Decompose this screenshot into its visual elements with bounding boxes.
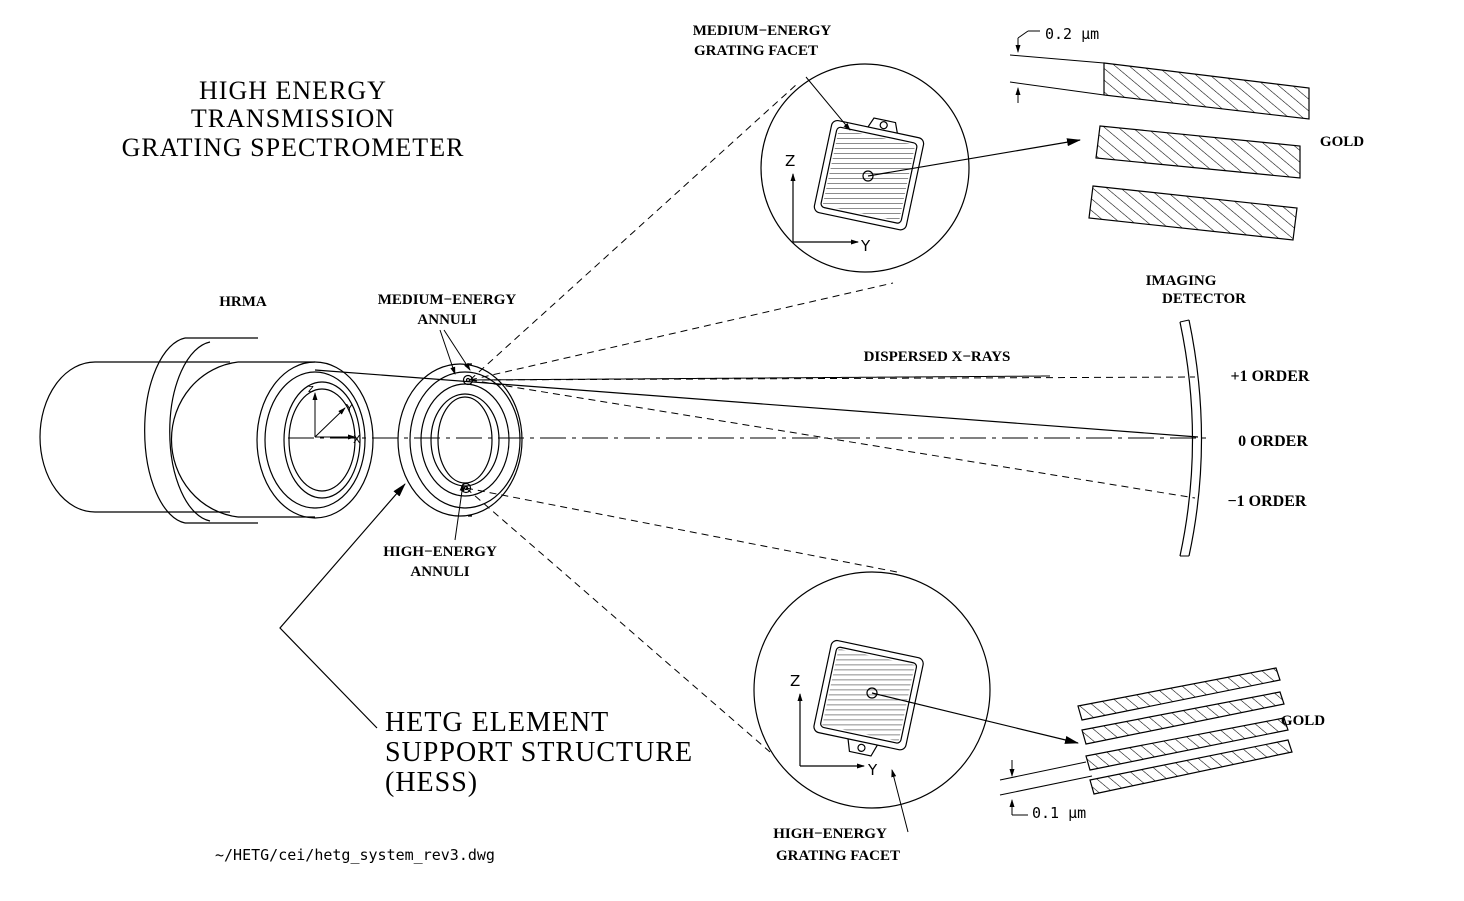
hess-ring bbox=[397, 363, 523, 517]
high-facet-label-2: GRATING FACET bbox=[776, 848, 900, 864]
detector-label-1: IMAGING bbox=[1146, 273, 1217, 289]
gold-bars-bottom bbox=[999, 667, 1293, 816]
gold-bars-top bbox=[1009, 30, 1310, 241]
medium-annuli-label-1: MEDIUM−ENERGY bbox=[378, 292, 517, 308]
hrma-y-axis-label: Y bbox=[345, 402, 353, 415]
high-annuli-label-2: ANNULI bbox=[410, 564, 469, 580]
medium-annuli-callout: MEDIUM−ENERGY ANNULI bbox=[378, 292, 517, 375]
medium-facet-z-label: Z bbox=[785, 152, 795, 170]
hrma-z-axis-label: z bbox=[308, 382, 314, 395]
title-line-1: HIGH ENERGY bbox=[199, 76, 387, 105]
high-annuli-label-1: HIGH−ENERGY bbox=[383, 544, 497, 560]
imaging-detector bbox=[1179, 319, 1203, 557]
detector-label-2: DETECTOR bbox=[1162, 291, 1246, 307]
period-top-label: 0.2 μm bbox=[1045, 25, 1099, 43]
high-facet-z-label: Z bbox=[790, 672, 800, 690]
high-facet-magnifier: Z Y bbox=[465, 487, 1079, 833]
hrma-x-axis-label: X bbox=[353, 433, 361, 446]
high-facet-label-1: HIGH−ENERGY bbox=[773, 826, 887, 842]
high-facet-y-label: Y bbox=[867, 761, 878, 779]
gold-label-top: GOLD bbox=[1320, 134, 1364, 150]
gold-label-bottom: GOLD bbox=[1281, 713, 1325, 729]
high-annuli-callout: HIGH−ENERGY ANNULI bbox=[383, 483, 497, 580]
ray-paths bbox=[288, 369, 1210, 499]
medium-facet-magnifier: Z Y bbox=[469, 63, 1081, 381]
hrma-label: HRMA bbox=[219, 294, 267, 310]
hess-label-2: SUPPORT STRUCTURE bbox=[385, 737, 693, 768]
dispersed-xrays-label: DISPERSED X−RAYS bbox=[864, 349, 1011, 365]
hess-label-3: (HESS) bbox=[385, 767, 478, 798]
hess-callout: HETG ELEMENT SUPPORT STRUCTURE (HESS) bbox=[279, 483, 693, 798]
zero-order-label: 0 ORDER bbox=[1238, 433, 1308, 450]
medium-annuli-label-2: ANNULI bbox=[417, 312, 476, 328]
hrma-assembly: z Y X bbox=[39, 337, 374, 524]
title-line-2: TRANSMISSION bbox=[191, 104, 395, 133]
minus-one-order-label: −1 ORDER bbox=[1228, 493, 1307, 510]
file-path-label: ~/HETG/cei/hetg_system_rev3.dwg bbox=[215, 846, 495, 864]
hess-label-1: HETG ELEMENT bbox=[385, 707, 609, 738]
medium-facet-label-1: MEDIUM−ENERGY bbox=[693, 23, 832, 39]
medium-facet-label-2: GRATING FACET bbox=[694, 43, 818, 59]
plus-one-order-label: +1 ORDER bbox=[1231, 368, 1310, 385]
title-line-3: GRATING SPECTROMETER bbox=[122, 133, 465, 162]
medium-facet-y-label: Y bbox=[860, 237, 871, 255]
diagram-title: HIGH ENERGY TRANSMISSION GRATING SPECTRO… bbox=[122, 76, 465, 162]
period-bottom-label: 0.1 μm bbox=[1032, 804, 1086, 822]
